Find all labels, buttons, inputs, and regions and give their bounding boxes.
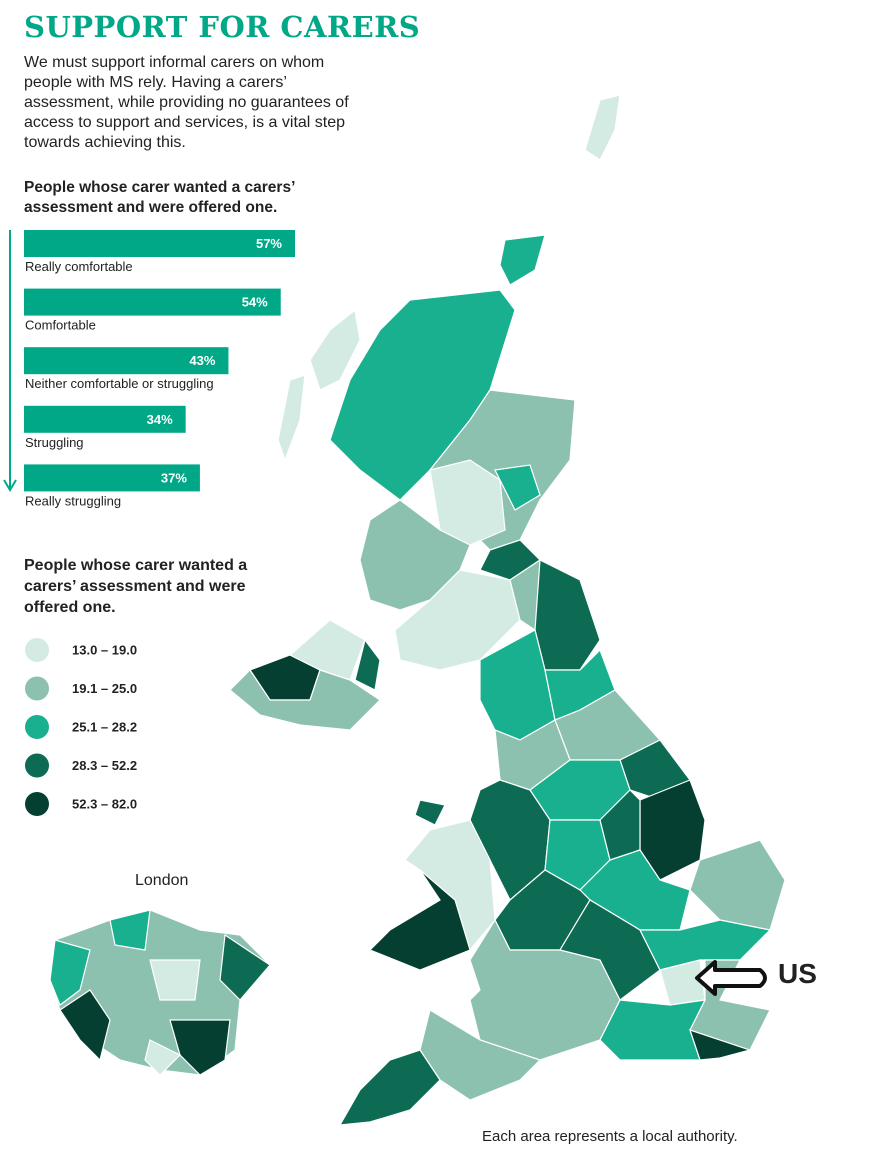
region bbox=[109, 909, 151, 951]
intro: We must support informal carers on whom … bbox=[24, 54, 349, 151]
region bbox=[494, 464, 541, 511]
value-label: 37% bbox=[161, 470, 187, 485]
value-label: 34% bbox=[147, 412, 173, 427]
legend-swatch bbox=[25, 638, 49, 662]
bar-chart: 57% Really comfortable 54% Comfortable 43% Ne… bbox=[24, 230, 295, 508]
region bbox=[499, 234, 546, 286]
legend-label: 13.0 – 19.0 bbox=[72, 643, 137, 658]
region bbox=[599, 999, 707, 1061]
region bbox=[329, 289, 516, 501]
region bbox=[338, 1049, 441, 1126]
region bbox=[277, 374, 306, 462]
region bbox=[49, 939, 91, 1006]
bar bbox=[24, 405, 186, 433]
value-label: 43% bbox=[189, 353, 215, 368]
region bbox=[584, 94, 621, 161]
region bbox=[689, 1029, 753, 1061]
region bbox=[288, 619, 366, 681]
legend-swatch bbox=[25, 792, 49, 816]
legend-title: People whose carer wanted a carers’ asse… bbox=[24, 557, 248, 616]
bar bbox=[24, 347, 229, 375]
region bbox=[359, 499, 471, 611]
map bbox=[49, 94, 786, 1126]
region bbox=[689, 839, 786, 931]
title: SUPPORT FOR CARERS bbox=[24, 10, 421, 44]
bar bbox=[24, 230, 295, 257]
legend-label: 19.1 – 25.0 bbox=[72, 681, 137, 696]
value-label: 54% bbox=[242, 295, 268, 310]
legend-swatch bbox=[25, 715, 49, 739]
category-label: Really comfortable bbox=[25, 259, 133, 274]
legend-label: 25.1 – 28.2 bbox=[72, 720, 137, 735]
annotation: US bbox=[778, 958, 817, 989]
region bbox=[219, 933, 271, 1001]
region bbox=[534, 559, 601, 671]
inset-label: London bbox=[135, 872, 189, 889]
bar bbox=[24, 288, 281, 316]
value-label: 57% bbox=[256, 236, 282, 251]
region bbox=[229, 669, 381, 731]
region bbox=[59, 989, 111, 1062]
region bbox=[169, 1019, 231, 1076]
note: Each area represents a local authority. bbox=[482, 1128, 738, 1145]
region bbox=[144, 1039, 182, 1076]
region bbox=[354, 638, 381, 691]
category-label: Comfortable bbox=[25, 318, 96, 333]
region bbox=[368, 869, 471, 971]
chart-title: People whose carer wanted a carers’ asse… bbox=[24, 179, 295, 216]
region bbox=[414, 799, 446, 826]
annotation-arrow bbox=[695, 960, 767, 996]
arrow-head bbox=[3, 479, 17, 492]
legend-label: 52.3 – 82.0 bbox=[72, 797, 137, 812]
legend: 13.0 – 19.0 19.1 – 25.0 25.1 – 28.2 28.3 – … bbox=[25, 638, 137, 816]
category-label: Neither comfortable or struggling bbox=[25, 376, 214, 391]
category-label: Really struggling bbox=[25, 493, 121, 508]
bar bbox=[24, 464, 200, 492]
region bbox=[149, 959, 201, 1001]
legend-label: 28.3 – 52.2 bbox=[72, 758, 137, 773]
region bbox=[309, 308, 361, 391]
legend-swatch bbox=[25, 676, 49, 701]
category-label: Struggling bbox=[25, 435, 84, 450]
region bbox=[469, 918, 621, 1061]
region bbox=[599, 789, 641, 861]
legend-swatch bbox=[25, 753, 49, 778]
